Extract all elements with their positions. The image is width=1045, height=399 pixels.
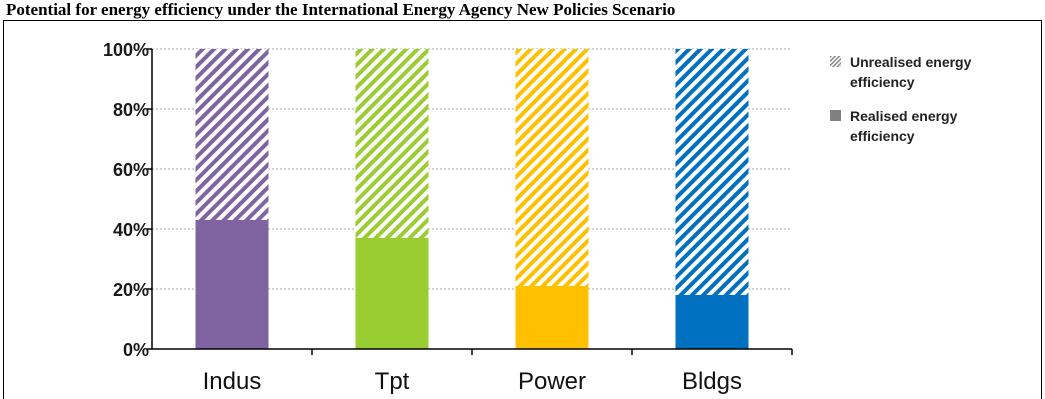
legend-swatch-hatched	[830, 56, 841, 67]
y-tick-label: 0%	[123, 340, 149, 360]
x-tick-label: Power	[518, 368, 586, 395]
page-title: Potential for energy efficiency under th…	[6, 0, 676, 19]
legend-label-realised: Realised energy efficiency	[850, 108, 958, 144]
x-tick-label: Indus	[203, 368, 262, 395]
y-tick-label: 100%	[103, 40, 149, 60]
x-tick-labels: Indus Tpt Power Bldgs	[203, 368, 742, 395]
bar-unrealised-tpt	[355, 49, 429, 238]
legend-swatch-solid	[830, 110, 841, 121]
y-tick-label: 40%	[113, 220, 149, 240]
bar-realised-bldgs	[675, 295, 749, 349]
bar-realised-indus	[195, 220, 269, 349]
x-tick-label: Bldgs	[682, 368, 742, 395]
legend: Unrealised energy efficiency Realised en…	[830, 52, 1020, 160]
legend-item-unrealised: Unrealised energy efficiency	[830, 52, 1020, 92]
bar-unrealised-bldgs	[675, 49, 749, 295]
legend-label-unrealised: Unrealised energy efficiency	[850, 54, 972, 90]
figure-frame	[3, 20, 1042, 399]
axes	[147, 48, 793, 355]
bar-realised-tpt	[355, 238, 429, 349]
y-tick-labels: 0% 20% 40% 60% 80% 100%	[103, 40, 149, 360]
bar-realised-power	[515, 286, 589, 349]
x-tick-label: Tpt	[375, 368, 410, 395]
bar-unrealised-power	[515, 49, 589, 286]
y-tick-label: 80%	[113, 100, 149, 120]
bars	[195, 49, 749, 349]
y-tick-label: 20%	[113, 280, 149, 300]
bar-unrealised-indus	[195, 49, 269, 220]
legend-item-realised: Realised energy efficiency	[830, 106, 1020, 146]
y-tick-label: 60%	[113, 160, 149, 180]
